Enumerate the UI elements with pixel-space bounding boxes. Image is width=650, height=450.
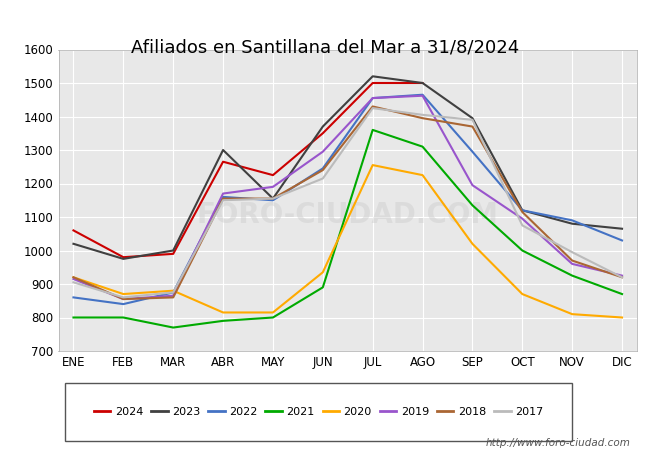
- Text: Afiliados en Santillana del Mar a 31/8/2024: Afiliados en Santillana del Mar a 31/8/2…: [131, 38, 519, 56]
- Text: http://www.foro-ciudad.com: http://www.foro-ciudad.com: [486, 438, 630, 448]
- Text: FORO-CIUDAD.COM: FORO-CIUDAD.COM: [197, 201, 499, 230]
- Legend: 2024, 2023, 2022, 2021, 2020, 2019, 2018, 2017: 2024, 2023, 2022, 2021, 2020, 2019, 2018…: [89, 402, 548, 421]
